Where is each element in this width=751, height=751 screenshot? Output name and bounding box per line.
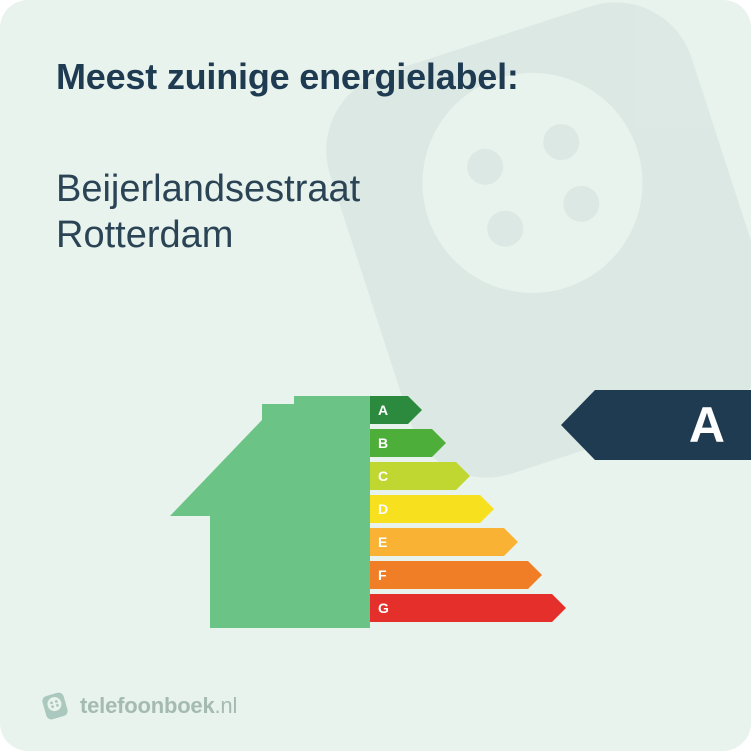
bar-letter: D: [378, 495, 388, 523]
address: Beijerlandsestraat Rotterdam: [56, 166, 360, 259]
bar-letter: A: [378, 396, 388, 424]
address-line2: Rotterdam: [56, 212, 360, 258]
address-line1: Beijerlandsestraat: [56, 166, 360, 212]
house-shape: [170, 396, 370, 628]
bar-letter: C: [378, 462, 388, 490]
title: Meest zuinige energielabel:: [56, 56, 519, 98]
footer-brand-tld: .nl: [215, 693, 238, 718]
bar-arrow: [370, 594, 566, 622]
house-icon: [170, 396, 370, 628]
card: Meest zuinige energielabel: Beijerlandse…: [0, 0, 751, 751]
selected-badge: A: [561, 390, 751, 460]
footer: telefoonboek.nl: [40, 691, 237, 721]
bar-arrow: [370, 561, 542, 589]
footer-phone-icon: [40, 691, 70, 721]
badge-letter: A: [689, 390, 725, 460]
bar-letter: F: [378, 561, 387, 589]
bar-arrow: [370, 528, 518, 556]
bar-letter: E: [378, 528, 387, 556]
footer-brand: telefoonboek.nl: [80, 693, 237, 719]
bar-letter: B: [378, 429, 388, 457]
bar-arrow: [370, 495, 494, 523]
bar-letter: G: [378, 594, 389, 622]
footer-brand-name: telefoonboek: [80, 693, 215, 718]
energy-chart: ABCDEFG: [170, 390, 590, 634]
